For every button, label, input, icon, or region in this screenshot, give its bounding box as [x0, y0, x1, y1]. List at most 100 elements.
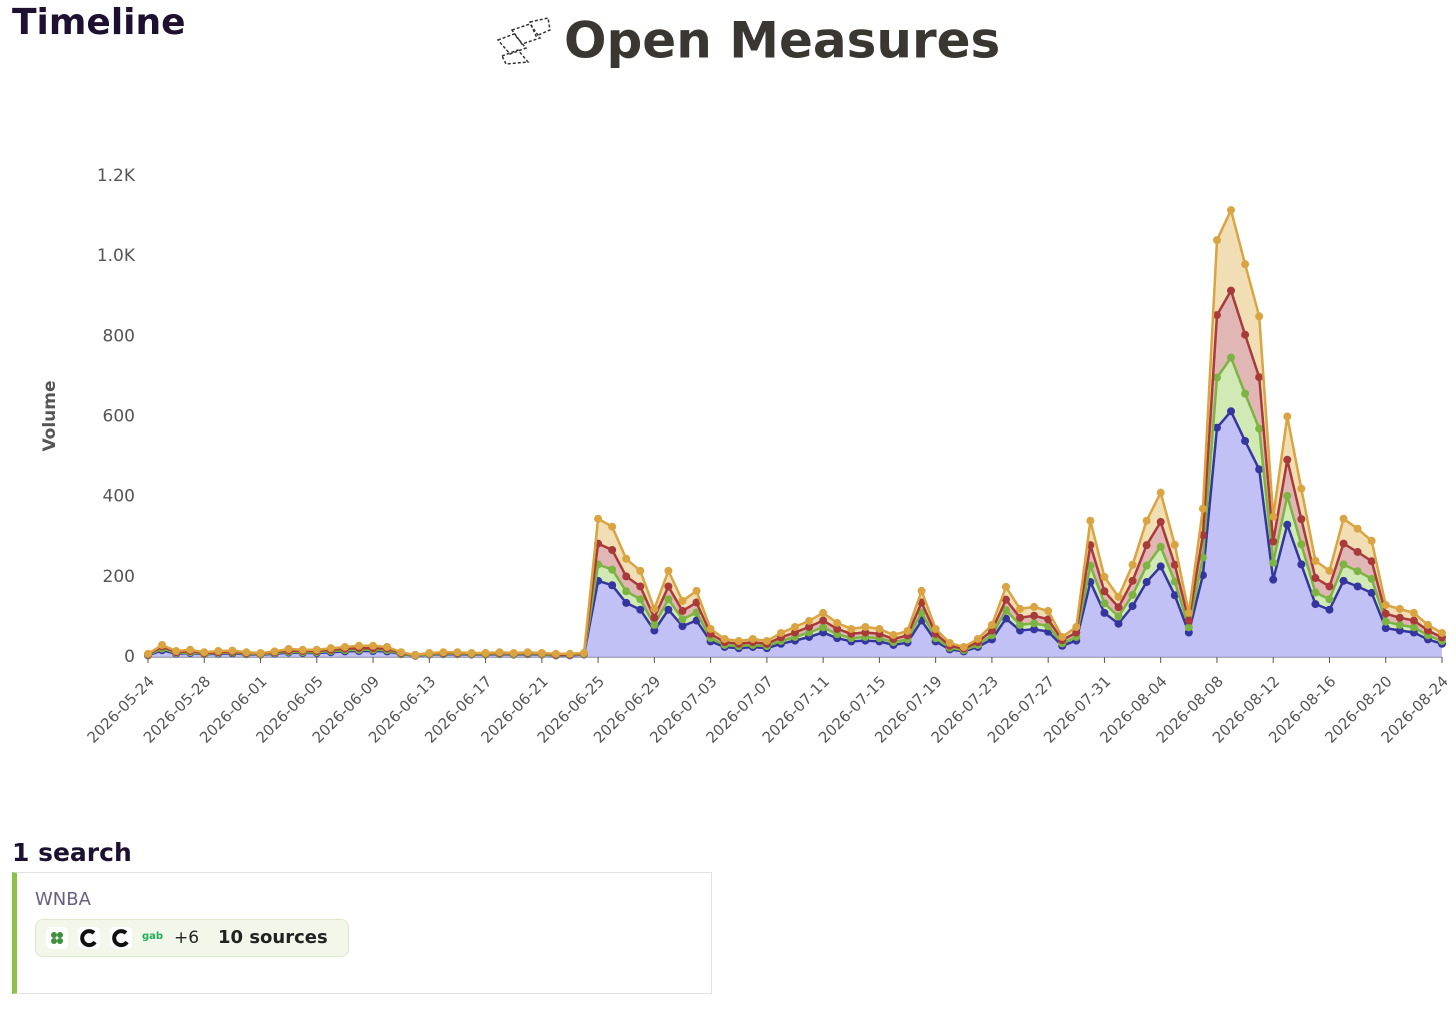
y-tick-label: 800 [103, 326, 135, 346]
data-point [397, 648, 406, 657]
data-point [1016, 626, 1025, 635]
data-point [917, 586, 926, 595]
data-point [242, 648, 251, 657]
data-point [1128, 602, 1137, 611]
data-point [340, 642, 349, 651]
data-point [889, 630, 898, 639]
data-point [1255, 424, 1264, 433]
y-tick-label: 0 [124, 647, 135, 667]
brand-logo [496, 17, 551, 65]
data-point [650, 620, 659, 629]
data-point [1030, 602, 1039, 611]
data-point [1198, 504, 1207, 513]
area-fill [148, 411, 1442, 657]
data-point [509, 648, 518, 657]
data-point [805, 622, 814, 631]
data-point [833, 624, 842, 633]
data-point [1255, 312, 1264, 321]
data-point [1128, 576, 1137, 585]
data-point [284, 644, 293, 653]
data-point [608, 545, 617, 554]
data-point [1184, 608, 1193, 617]
data-point [622, 587, 631, 596]
data-point [776, 628, 785, 637]
data-point [1058, 632, 1067, 641]
data-point [1339, 539, 1348, 548]
data-point [1016, 604, 1025, 613]
data-point [439, 648, 448, 657]
data-point [1269, 512, 1278, 521]
data-point [1227, 286, 1236, 295]
data-point [411, 650, 420, 659]
data-point [1241, 389, 1250, 398]
data-point [1241, 260, 1250, 269]
data-point [903, 626, 912, 635]
data-point [1381, 624, 1390, 633]
data-point [214, 646, 223, 655]
data-point [917, 608, 926, 617]
data-point [1156, 542, 1165, 551]
data-point [805, 616, 814, 625]
data-point [1297, 560, 1306, 569]
chart: Open Measures Volume 0 200 400 600 800 1.0K 1.… [40, 12, 1452, 747]
data-point [1339, 560, 1348, 569]
data-point [1241, 436, 1250, 445]
data-point [664, 582, 673, 591]
data-point [636, 566, 645, 575]
data-point [1395, 613, 1404, 622]
data-point [228, 646, 237, 655]
data-point [1283, 491, 1292, 500]
data-point [1142, 578, 1151, 587]
data-point [1142, 516, 1151, 525]
y-tick-label: 400 [103, 487, 135, 507]
data-point [1409, 608, 1418, 617]
data-point [312, 645, 321, 654]
data-point [1184, 623, 1193, 632]
data-point [1142, 561, 1151, 570]
data-point [1381, 617, 1390, 626]
data-point [1325, 595, 1334, 604]
data-point [1269, 558, 1278, 567]
data-point [1198, 553, 1207, 562]
data-point [1367, 536, 1376, 545]
data-point [833, 618, 842, 627]
data-point [537, 648, 546, 657]
data-point [1114, 592, 1123, 601]
data-point [861, 628, 870, 637]
data-point [1212, 373, 1221, 382]
data-point [861, 622, 870, 631]
data-point [819, 623, 828, 632]
data-point [326, 644, 335, 653]
data-point [945, 638, 954, 647]
data-point [1016, 620, 1025, 629]
data-point [1409, 623, 1418, 632]
data-point [1409, 616, 1418, 625]
search-card[interactable]: WNBA gab +6 10 sources [12, 872, 712, 994]
data-point [692, 608, 701, 617]
data-point [1198, 531, 1207, 540]
data-point [1297, 540, 1306, 549]
data-point [354, 641, 363, 650]
data-point [1367, 557, 1376, 566]
data-point [847, 624, 856, 633]
source-icon [46, 927, 68, 949]
data-point [1170, 591, 1179, 600]
y-tick-label: 200 [103, 567, 135, 587]
data-point [791, 622, 799, 631]
sources-pill[interactable]: gab +6 10 sources [35, 919, 349, 957]
data-point [1170, 540, 1179, 549]
data-point [1423, 626, 1432, 635]
data-point [1269, 537, 1278, 546]
data-point [1438, 628, 1446, 637]
data-point [1030, 625, 1039, 634]
data-point [819, 616, 828, 625]
data-point [748, 634, 757, 643]
data-point [1241, 330, 1250, 339]
data-point [1114, 603, 1123, 612]
data-point [1353, 567, 1362, 576]
data-point [734, 636, 743, 645]
data-point [650, 626, 659, 635]
data-point [650, 604, 659, 613]
data-point [186, 645, 195, 654]
data-point [1212, 236, 1221, 245]
